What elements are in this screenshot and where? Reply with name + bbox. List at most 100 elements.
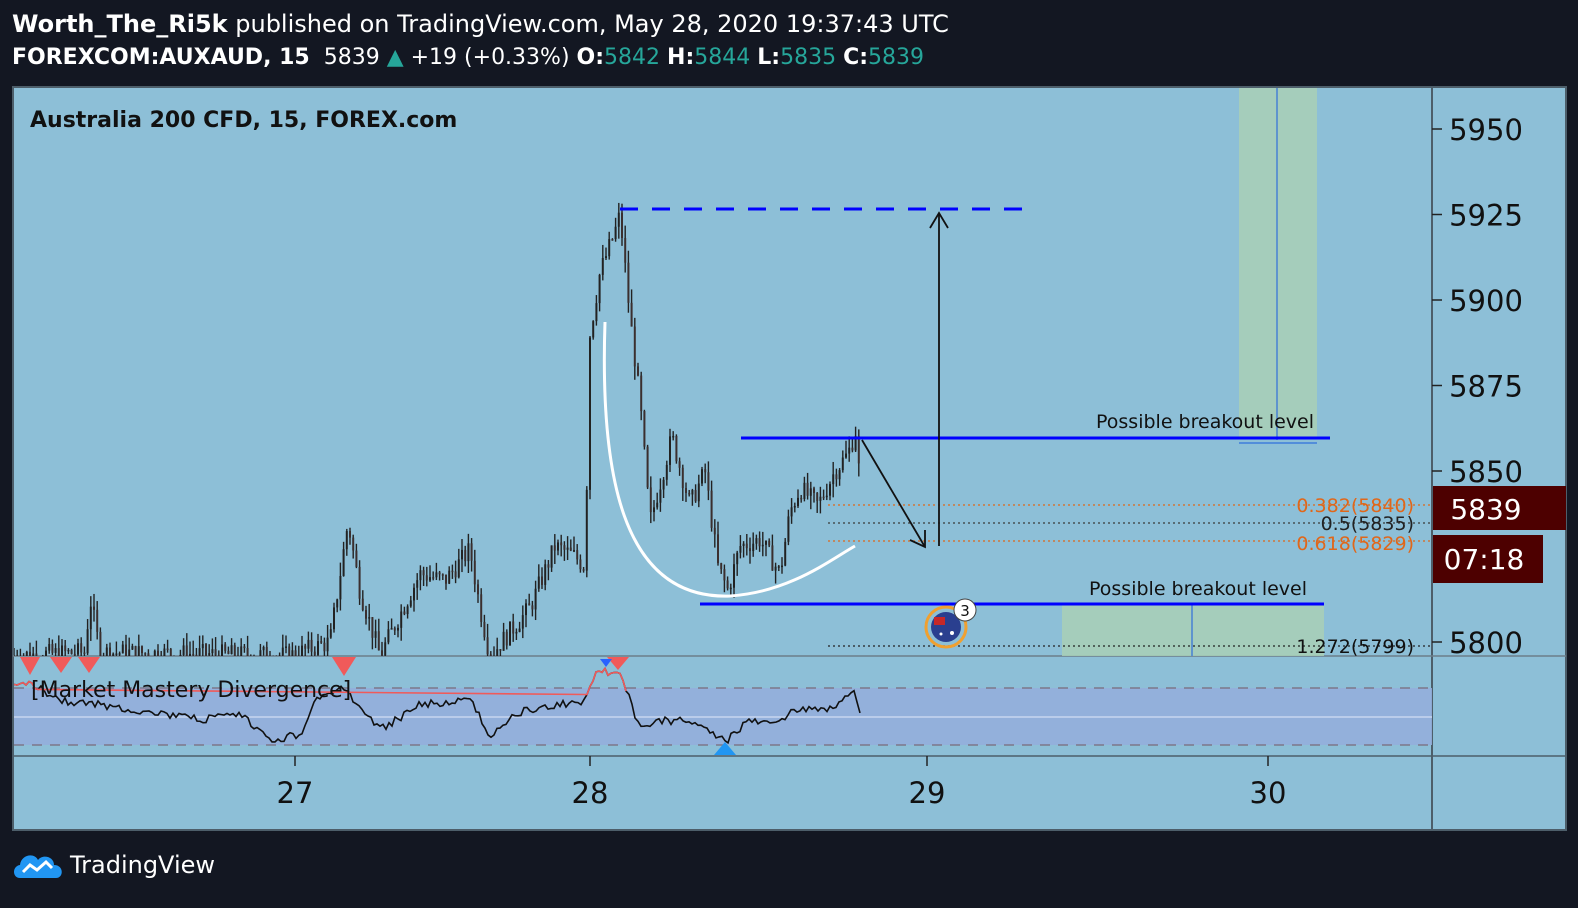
time-axis[interactable]: 27 28 29 30 [277,756,1287,810]
candle[interactable] [736,550,739,576]
candle[interactable] [64,639,67,661]
candle[interactable] [624,225,627,273]
candle[interactable] [288,643,291,666]
candle[interactable] [368,603,371,631]
candle[interactable] [195,647,198,665]
candle[interactable] [742,541,745,558]
candle[interactable] [589,336,591,500]
candle[interactable] [307,631,310,654]
candle[interactable] [576,544,579,565]
candle[interactable] [771,534,774,571]
candle[interactable] [390,618,393,630]
candle[interactable] [144,652,147,658]
candle[interactable] [137,634,140,664]
candle[interactable] [579,554,582,573]
candle[interactable] [230,638,233,655]
candle[interactable] [560,534,563,557]
candle[interactable] [109,642,111,671]
candle[interactable] [406,604,409,619]
candle[interactable] [224,642,227,654]
candle[interactable] [339,562,342,611]
candle[interactable] [493,646,495,668]
candle[interactable] [483,614,486,641]
candle[interactable] [473,549,476,593]
up-arrow-drawing[interactable] [929,211,949,546]
breakout-label-lower[interactable]: Possible breakout level [1089,578,1307,600]
candle[interactable] [381,641,383,656]
candle[interactable] [848,436,851,462]
candle[interactable] [451,564,454,579]
candle[interactable] [70,648,73,655]
candle[interactable] [681,464,684,501]
candle[interactable] [774,562,777,584]
candle[interactable] [185,633,188,671]
candle[interactable] [342,541,345,577]
candle[interactable] [73,644,76,664]
candle[interactable] [377,618,380,651]
candle[interactable] [643,409,646,450]
candle[interactable] [86,619,89,656]
candle[interactable] [246,635,249,665]
candle[interactable] [99,627,102,666]
candle[interactable] [294,645,297,662]
candle[interactable] [118,651,121,665]
candle[interactable] [582,566,585,573]
candle[interactable] [653,500,655,522]
target-zone-lower[interactable] [1062,605,1324,656]
candle[interactable] [45,646,47,663]
candle[interactable] [701,466,703,487]
candle[interactable] [265,641,268,662]
candle[interactable] [192,640,195,667]
candle[interactable] [198,635,201,664]
candle[interactable] [499,649,502,661]
candle[interactable] [166,639,169,653]
candle[interactable] [435,562,438,581]
candle[interactable] [403,606,406,616]
candle[interactable] [323,637,326,664]
candle[interactable] [637,362,639,377]
candle[interactable] [611,238,614,241]
candle[interactable] [585,486,588,578]
candle[interactable] [509,621,511,646]
candle[interactable] [685,482,687,502]
candle[interactable] [803,476,806,502]
candle[interactable] [464,545,467,567]
candle[interactable] [633,317,636,380]
candle[interactable] [569,539,572,552]
candle[interactable] [739,535,742,559]
candle[interactable] [115,641,118,662]
candle[interactable] [387,621,390,645]
candle[interactable] [89,596,92,641]
candle[interactable] [691,488,694,506]
candle[interactable] [486,623,489,663]
candle[interactable] [534,580,537,621]
candle[interactable] [125,634,127,669]
candle[interactable] [745,534,748,556]
candle[interactable] [605,247,607,260]
candle[interactable] [461,539,463,573]
candle[interactable] [281,634,284,661]
candle[interactable] [240,638,243,665]
candle[interactable] [758,531,761,552]
candle[interactable] [416,573,419,600]
candle[interactable] [259,643,262,666]
candle[interactable] [157,644,159,667]
candle[interactable] [285,635,287,654]
candle[interactable] [320,635,323,644]
candle[interactable] [349,527,351,545]
candle[interactable] [201,635,204,659]
candle[interactable] [662,477,665,498]
candle[interactable] [429,565,431,582]
candle[interactable] [121,640,124,654]
candle[interactable] [733,553,735,598]
candle[interactable] [547,560,550,581]
candle[interactable] [521,605,524,639]
candle[interactable] [717,521,719,566]
candle[interactable] [438,570,441,581]
candle[interactable] [441,573,444,581]
candle[interactable] [518,621,521,633]
candle[interactable] [797,489,799,508]
candle[interactable] [825,483,828,501]
candle[interactable] [329,623,332,639]
candle[interactable] [80,637,83,664]
